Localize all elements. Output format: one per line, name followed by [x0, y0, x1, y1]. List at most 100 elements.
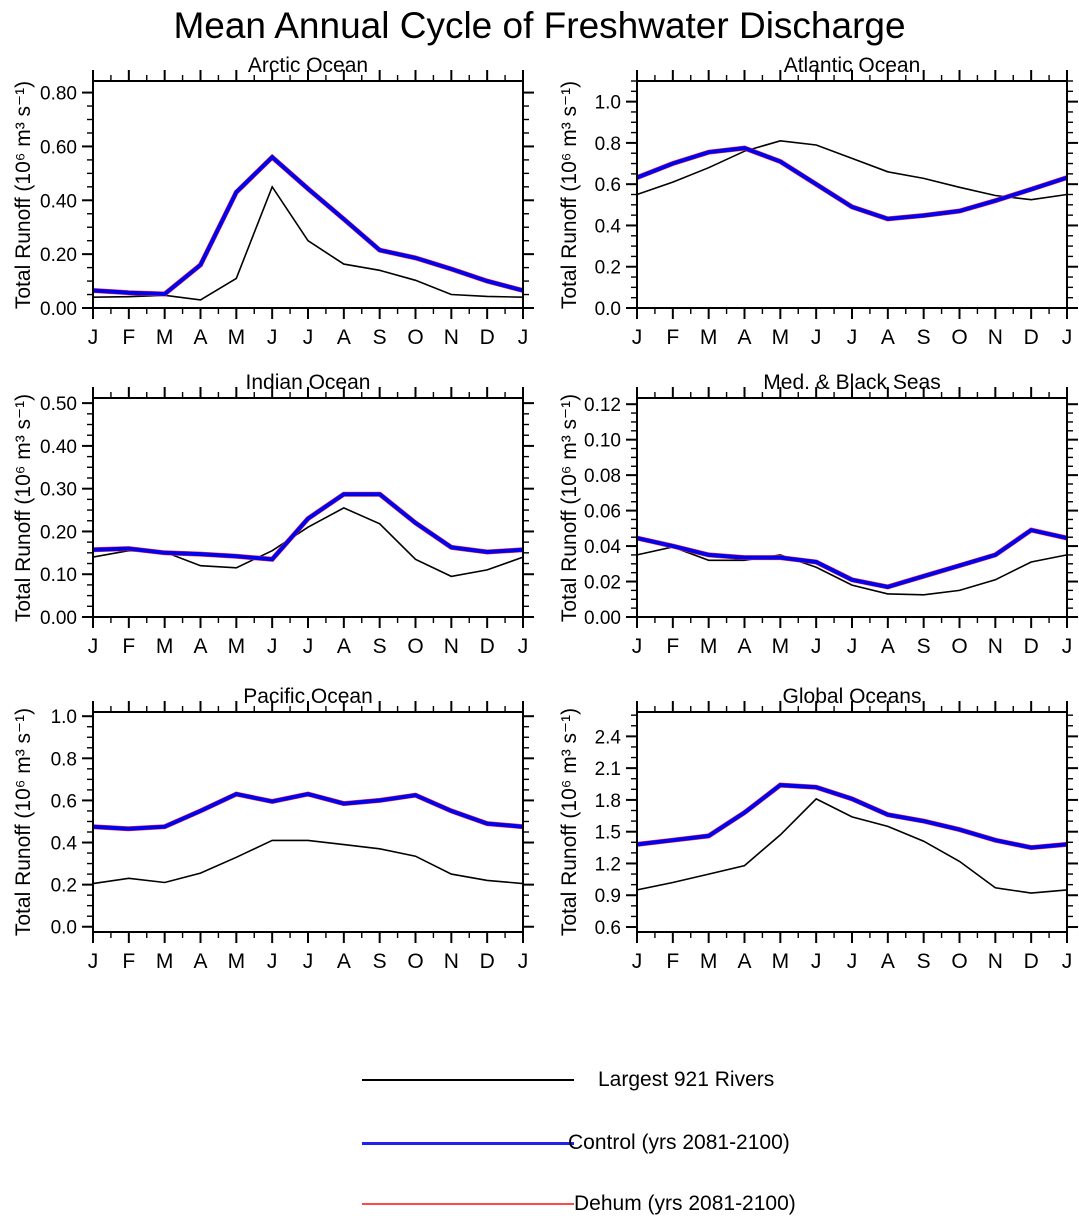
y-axis-label: Total Runoff (10⁶ m³ s⁻¹) [12, 707, 35, 937]
svg-text:0.40: 0.40 [40, 191, 77, 212]
axis-tick-labels: 0.000.020.040.060.080.100.12J F M A M J J A S O N D… [584, 395, 1072, 658]
legend-row-dehum: Dehum (yrs 2081-2100) [0, 1192, 1079, 1216]
svg-text:1.8: 1.8 [595, 791, 621, 812]
svg-text:F: F [122, 950, 135, 973]
svg-text:0.2: 0.2 [51, 876, 77, 897]
svg-text:J: J [811, 950, 822, 973]
chart-indian-ocean: Indian Ocean 0.00 0.10 0.20 0.30 0.40 0.50 J F M A… [0, 370, 540, 684]
series-line-largest-921-rivers [636, 139, 1068, 201]
svg-text:M: M [700, 326, 718, 349]
chart-svg-med-black-seas: Med. & Black Seas 0.00 0.02 0.04 0.06 0.08 0.1… [584, 371, 1078, 658]
svg-text:J: J [518, 326, 529, 349]
svg-text:1.0: 1.0 [51, 707, 77, 728]
svg-text:F: F [666, 950, 679, 973]
svg-text:O: O [951, 950, 967, 973]
axis-tick-labels: 0.00.20.40.60.81.0J F M A M J J A S O N D J [51, 707, 529, 973]
svg-text:J: J [518, 950, 529, 973]
svg-text:A: A [193, 950, 207, 973]
svg-text:J: J [1062, 326, 1073, 349]
svg-text:2.4: 2.4 [595, 727, 622, 748]
svg-text:A: A [737, 950, 751, 973]
axis-ticks [82, 701, 534, 943]
svg-text:0.00: 0.00 [40, 608, 77, 629]
svg-text:A: A [737, 635, 751, 658]
svg-text:0.50: 0.50 [40, 394, 77, 415]
svg-text:S: S [917, 950, 931, 973]
chart-pacific-ocean: Pacific Ocean 0.0 0.2 0.4 0.6 0.8 1.0 J F M A M J J A S… [0, 682, 540, 1002]
svg-text:J: J [632, 950, 643, 973]
legend-label-control: Control (yrs 2081-2100) [568, 1131, 790, 1154]
svg-text:0.6: 0.6 [595, 175, 621, 196]
chart-atlantic-ocean: Atlantic Ocean 0.0 0.2 0.4 0.6 0.8 1.0 J F M A M J J A… [540, 54, 1079, 372]
svg-text:A: A [337, 950, 351, 973]
svg-text:J: J [847, 635, 858, 658]
svg-text:A: A [337, 635, 351, 658]
svg-text:0.8: 0.8 [595, 134, 621, 155]
plot-frame [92, 711, 524, 933]
svg-text:1.0: 1.0 [595, 93, 621, 114]
svg-text:S: S [373, 950, 387, 973]
svg-text:J: J [1062, 635, 1073, 658]
chart-title: Med. & Black Seas [763, 371, 940, 394]
series-line-control-yrs-2081-2100 [92, 154, 524, 297]
plot-frame [636, 711, 1068, 933]
svg-text:J: J [811, 635, 822, 658]
svg-text:0.10: 0.10 [584, 431, 621, 452]
svg-text:M: M [228, 950, 246, 973]
series-line-largest-921-rivers [636, 797, 1068, 894]
svg-text:N: N [444, 635, 459, 658]
chart-title: Indian Ocean [246, 371, 371, 394]
svg-text:M: M [228, 326, 246, 349]
svg-text:O: O [407, 326, 423, 349]
svg-text:J: J [1062, 950, 1073, 973]
legend-line-dehum [362, 1202, 574, 1206]
svg-text:0.2: 0.2 [595, 258, 621, 279]
svg-text:1.2: 1.2 [595, 854, 621, 875]
svg-text:D: D [1024, 326, 1039, 349]
svg-text:J: J [811, 326, 822, 349]
svg-text:0.8: 0.8 [51, 749, 77, 770]
plot-frame [92, 80, 524, 309]
y-axis-label: Total Runoff (10⁶ m³ s⁻¹) [558, 707, 581, 937]
axis-tick-labels: 0.000.100.200.300.400.50J F M A M J J A S O N D J [40, 394, 528, 658]
svg-text:0.00: 0.00 [584, 608, 621, 629]
plot-frame [636, 80, 1068, 309]
svg-text:M: M [700, 635, 718, 658]
plot-frame [92, 397, 524, 618]
series-line-control-yrs-2081-2100 [636, 783, 1068, 850]
svg-text:M: M [772, 635, 790, 658]
svg-text:N: N [988, 635, 1003, 658]
chart-title: Pacific Ocean [243, 685, 373, 708]
legend-row-control: Control (yrs 2081-2100) [0, 1131, 1079, 1155]
svg-text:O: O [407, 950, 423, 973]
svg-text:D: D [1024, 635, 1039, 658]
legend-label-dehum: Dehum (yrs 2081-2100) [574, 1192, 796, 1215]
axis-ticks [626, 701, 1078, 943]
svg-text:0.20: 0.20 [40, 522, 77, 543]
svg-text:0.08: 0.08 [584, 466, 621, 487]
svg-text:0.80: 0.80 [40, 84, 77, 105]
svg-text:0.60: 0.60 [40, 137, 77, 158]
series-line-control-yrs-2081-2100 [92, 492, 524, 562]
svg-text:N: N [444, 326, 459, 349]
svg-text:D: D [1024, 950, 1039, 973]
axis-ticks [82, 387, 534, 628]
axis-tick-labels: 0.000.200.400.600.80J F M A M J J A S O N D J [40, 84, 528, 349]
svg-text:J: J [632, 326, 643, 349]
svg-text:A: A [737, 326, 751, 349]
svg-text:M: M [772, 950, 790, 973]
svg-text:0.0: 0.0 [595, 299, 621, 320]
series-line-control-yrs-2081-2100 [636, 146, 1068, 221]
svg-text:0.40: 0.40 [40, 437, 77, 458]
svg-text:D: D [480, 326, 495, 349]
svg-text:S: S [917, 326, 931, 349]
svg-text:J: J [88, 950, 99, 973]
svg-text:0.06: 0.06 [584, 502, 621, 523]
svg-text:J: J [88, 635, 99, 658]
svg-text:J: J [267, 950, 278, 973]
